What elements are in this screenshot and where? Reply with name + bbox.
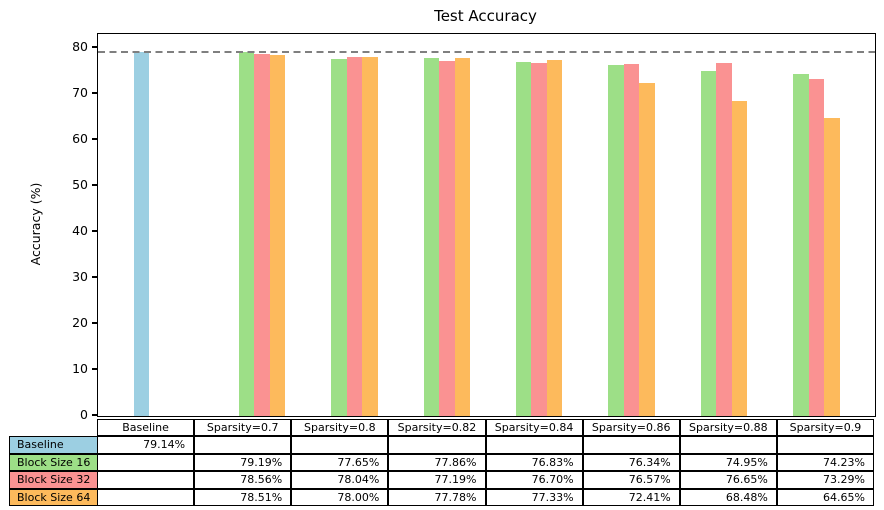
row-label-baseline: Baseline xyxy=(9,436,98,454)
y-tick-label: 30 xyxy=(72,268,88,284)
bar-block-size-64-sparsity-0.7 xyxy=(269,54,286,416)
value-cell-block-size-16-sparsity-0.82: 77.86% xyxy=(388,453,486,472)
bar-block-size-16-sparsity-0.88 xyxy=(700,71,717,416)
y-tick-mark xyxy=(92,276,97,278)
value-cell-block-size-16-sparsity-0.88: 74.95% xyxy=(679,453,777,472)
bar-block-size-32-sparsity-0.7 xyxy=(254,54,270,416)
value-cell-block-size-32-sparsity-0.7: 78.56% xyxy=(194,471,292,489)
y-tick-label: 50 xyxy=(72,176,88,192)
col-header-sparsity-0.86: Sparsity=0.86 xyxy=(582,419,680,437)
y-tick-mark xyxy=(92,368,97,370)
value-cell-block-size-16-sparsity-0.7: 79.19% xyxy=(194,453,292,472)
y-tick-label: 80 xyxy=(72,38,88,54)
value-cell-block-size-16-sparsity-0.86: 76.34% xyxy=(582,453,680,472)
bar-baseline-baseline xyxy=(133,51,150,416)
y-tick-mark xyxy=(92,92,97,94)
y-tick-mark xyxy=(92,230,97,232)
bar-block-size-32-sparsity-0.86 xyxy=(623,63,640,416)
y-tick-mark xyxy=(92,184,97,186)
chart-title: Test Accuracy xyxy=(434,7,537,25)
value-cell-block-size-32-sparsity-0.88: 76.65% xyxy=(679,471,777,489)
bar-block-size-16-sparsity-0.8 xyxy=(331,58,347,416)
value-cell-block-size-32-sparsity-0.9: 73.29% xyxy=(776,471,874,489)
bar-block-size-32-sparsity-0.82 xyxy=(439,60,455,416)
row-label-block-size-32: Block Size 32 xyxy=(9,471,98,489)
value-cell-block-size-64-sparsity-0.8: 78.00% xyxy=(291,488,389,506)
value-cell-block-size-64-sparsity-0.84: 77.33% xyxy=(485,488,583,506)
y-tick-label: 40 xyxy=(72,222,88,238)
value-cell-block-size-16-sparsity-0.84: 76.83% xyxy=(485,453,583,472)
bar-block-size-64-sparsity-0.88 xyxy=(731,100,748,416)
y-tick-label: 0 xyxy=(80,407,88,422)
bar-block-size-32-sparsity-0.84 xyxy=(531,63,547,416)
y-tick-mark xyxy=(92,46,97,48)
bar-block-size-16-sparsity-0.82 xyxy=(423,57,440,416)
value-cell-block-size-64-sparsity-0.88: 68.48% xyxy=(679,488,777,506)
value-cell-baseline-sparsity-0.86 xyxy=(582,436,680,454)
y-tick-mark xyxy=(92,414,97,416)
row-label-block-size-16: Block Size 16 xyxy=(9,453,98,472)
col-header-baseline: Baseline xyxy=(97,419,195,437)
baseline-dashed-line xyxy=(98,50,875,53)
value-cell-baseline-sparsity-0.84 xyxy=(485,436,583,454)
y-tick-label: 20 xyxy=(72,314,88,330)
bar-block-size-32-sparsity-0.9 xyxy=(808,78,825,416)
bar-block-size-32-sparsity-0.8 xyxy=(346,56,363,416)
y-tick-label: 70 xyxy=(72,84,88,100)
bar-block-size-16-sparsity-0.7 xyxy=(238,51,255,416)
bar-block-size-64-sparsity-0.9 xyxy=(824,118,840,416)
value-cell-block-size-64-sparsity-0.82: 77.78% xyxy=(388,488,486,506)
value-cell-block-size-16-sparsity-0.9: 74.23% xyxy=(776,453,874,472)
value-cell-baseline-sparsity-0.88 xyxy=(679,436,777,454)
value-cell-block-size-32-sparsity-0.8: 78.04% xyxy=(291,471,389,489)
plot-area xyxy=(97,33,876,417)
row-label-block-size-64: Block Size 64 xyxy=(9,488,98,506)
bar-block-size-16-sparsity-0.86 xyxy=(608,64,624,416)
bar-block-size-16-sparsity-0.9 xyxy=(793,74,809,416)
value-cell-block-size-16-baseline xyxy=(97,453,195,472)
y-axis-label: Accuracy (%) xyxy=(28,182,43,266)
value-cell-baseline-sparsity-0.7 xyxy=(194,436,292,454)
bar-block-size-64-sparsity-0.8 xyxy=(362,57,378,416)
bar-block-size-64-sparsity-0.86 xyxy=(639,82,655,416)
y-tick-label: 60 xyxy=(72,130,88,146)
value-cell-block-size-32-sparsity-0.86: 76.57% xyxy=(582,471,680,489)
y-tick-label: 10 xyxy=(72,360,88,376)
value-cell-block-size-64-sparsity-0.9: 64.65% xyxy=(776,488,874,506)
y-tick-mark xyxy=(92,322,97,324)
value-cell-block-size-64-sparsity-0.7: 78.51% xyxy=(194,488,292,506)
value-cell-baseline-sparsity-0.82 xyxy=(388,436,486,454)
y-tick-mark xyxy=(92,138,97,140)
col-header-sparsity-0.84: Sparsity=0.84 xyxy=(485,419,583,437)
value-cell-block-size-16-sparsity-0.8: 77.65% xyxy=(291,453,389,472)
bar-block-size-32-sparsity-0.88 xyxy=(716,63,732,416)
bar-block-size-64-sparsity-0.84 xyxy=(546,60,563,416)
col-header-sparsity-0.9: Sparsity=0.9 xyxy=(776,419,874,437)
value-cell-block-size-32-sparsity-0.84: 76.70% xyxy=(485,471,583,489)
col-header-sparsity-0.88: Sparsity=0.88 xyxy=(679,419,777,437)
value-cell-block-size-64-sparsity-0.86: 72.41% xyxy=(582,488,680,506)
value-cell-block-size-32-baseline xyxy=(97,471,195,489)
col-header-sparsity-0.7: Sparsity=0.7 xyxy=(194,419,292,437)
value-cell-block-size-32-sparsity-0.82: 77.19% xyxy=(388,471,486,489)
bar-block-size-16-sparsity-0.84 xyxy=(515,62,532,416)
value-cell-baseline-sparsity-0.8 xyxy=(291,436,389,454)
value-cell-baseline-baseline: 79.14% xyxy=(97,436,195,454)
value-cell-block-size-64-baseline xyxy=(97,488,195,506)
col-header-sparsity-0.82: Sparsity=0.82 xyxy=(388,419,486,437)
col-header-sparsity-0.8: Sparsity=0.8 xyxy=(291,419,389,437)
value-cell-baseline-sparsity-0.9 xyxy=(776,436,874,454)
bar-block-size-64-sparsity-0.82 xyxy=(454,58,471,416)
